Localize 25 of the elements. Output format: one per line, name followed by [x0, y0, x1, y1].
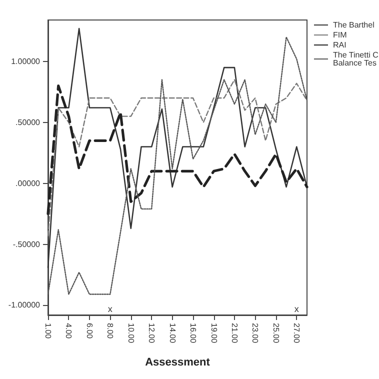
- x-tick-label: 25.00: [271, 323, 280, 344]
- x-tick-label: 1.00: [44, 323, 52, 340]
- x-tick-label: 16.00: [188, 323, 198, 344]
- legend-label: The Barthel: [333, 20, 375, 30]
- x-tick-label: 21.00: [230, 323, 239, 344]
- x-tick-label: 14.00: [168, 323, 177, 344]
- legend-label: FIM: [333, 30, 348, 40]
- legend-label: The Tinetti C Balance Tes: [333, 50, 379, 68]
- annotation: x: [108, 304, 113, 314]
- y-tick-label: 1.00000: [11, 56, 41, 66]
- x-tick-label: 19.00: [209, 323, 218, 344]
- x-tick-label: 23.00: [250, 323, 260, 344]
- x-tick-label: 10.00: [126, 323, 136, 344]
- x-axis-title: Assessment: [145, 356, 210, 368]
- y-tick-label: .00000: [16, 178, 41, 188]
- x-tick-label: 27.00: [292, 323, 302, 344]
- annotation: x: [294, 304, 300, 314]
- y-tick-label: -.50000: [12, 240, 41, 249]
- y-tick-label: .50000: [16, 118, 41, 127]
- x-tick-label: 8.00: [106, 323, 115, 340]
- x-tick-label: 12.00: [147, 323, 156, 344]
- y-tick-label: -1.00000: [8, 300, 41, 310]
- legend-label: RAI: [333, 40, 346, 50]
- x-tick-label: 4.00: [64, 323, 74, 340]
- x-tick-label: 6.00: [84, 323, 94, 340]
